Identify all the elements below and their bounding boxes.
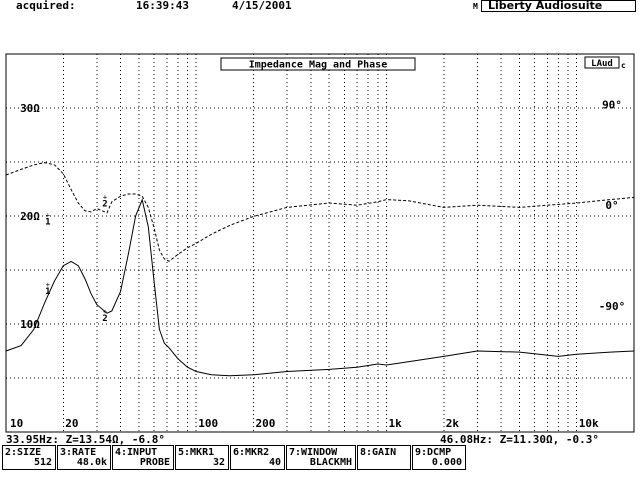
fkey-label: 7:WINDOW (289, 447, 338, 458)
fkey-value: 32 (212, 457, 225, 468)
x-tick-label: 200 (256, 417, 276, 430)
x-tick-label: 10 (10, 417, 23, 430)
fkey-value: 0.000 (431, 457, 462, 468)
status-marker-2: 46.08Hz: Z=11.30Ω, -0.3° (440, 433, 599, 446)
marker-sign: + (46, 211, 50, 219)
fkey-label: 9:DCMP (415, 447, 452, 458)
fkey-button[interactable]: 6:MKR2 40 (230, 445, 285, 470)
laud-logo: LAud c (584, 56, 626, 70)
fkey-label: 4:INPUT (115, 447, 158, 458)
brand-prefix: M (473, 2, 478, 11)
y-right-tick-label: -90° (599, 300, 626, 313)
fkey-value: 48.0k (76, 457, 107, 468)
fkey-button[interactable]: 5:MKR1 32 (175, 445, 229, 470)
fkey-label: 2:SIZE (5, 447, 42, 458)
marker-label: 1 (45, 217, 50, 227)
status-marker-1: 33.95Hz: Z=13.54Ω, -6.8° (6, 433, 165, 446)
logo-text: LAud (591, 59, 613, 69)
fkey-value: BLACKMH (309, 457, 352, 468)
brand-box: Liberty Audiosuite (481, 0, 636, 12)
x-tick-label: 10k (579, 417, 599, 430)
plot-frame (5, 53, 635, 433)
logo-suffix: c (621, 61, 626, 70)
acquired-date: 4/15/2001 (232, 0, 292, 12)
fkey-button[interactable]: 3:RATE 48.0k (57, 445, 111, 470)
chart-series (5, 162, 635, 377)
fkey-button[interactable]: 2:SIZE 512 (2, 445, 56, 470)
marker-sign: + (103, 308, 107, 316)
fkey-button[interactable]: 4:INPUT PROBE (112, 445, 174, 470)
brand-name: Liberty Audiosuite (488, 0, 603, 12)
marker-sign: + (46, 281, 50, 289)
marker-label: 2 (102, 314, 107, 324)
impedance-phase-line (5, 162, 635, 262)
fkey-label: 8:GAIN (360, 447, 397, 458)
fkey-button[interactable]: 8:GAIN (357, 445, 411, 470)
acquired-time: 16:39:43 (136, 0, 189, 12)
fkey-value: 512 (33, 457, 52, 468)
chart-grid (6, 54, 634, 432)
impedance-chart[interactable]: 1+1+2+2+ 10 20 100 200 1k 2k 10k30Ω20Ω10Ω90°0°… (0, 50, 640, 434)
y-right-tick-label: 0° (605, 199, 618, 212)
marker-label: 2 (102, 199, 107, 209)
fkey-button[interactable]: 7:WINDOW BLACKMH (286, 445, 356, 470)
chart-markers: 1+1+2+2+ (45, 193, 108, 324)
fkey-label: 6:MKR2 (233, 447, 270, 458)
marker-label: 1 (45, 287, 50, 297)
y-right-tick-label: 90° (602, 98, 622, 111)
y-left-tick-label: 20Ω (20, 210, 40, 223)
x-tick-label: 1k (388, 417, 402, 430)
x-tick-label: 100 (198, 417, 218, 430)
y-left-tick-label: 10Ω (20, 318, 40, 331)
chart-title-box: Impedance Mag and Phase (220, 57, 416, 71)
fkey-button[interactable]: 9:DCMP 0.000 (412, 445, 466, 470)
marker-sign: + (103, 193, 107, 201)
acquired-label: acquired: (16, 0, 76, 12)
y-left-tick-label: 30Ω (20, 102, 40, 115)
chart-labels: 10 20 100 200 1k 2k 10k 30Ω 20Ω 10Ω 90° 0° -90° (10, 98, 625, 430)
fkey-label: 3:RATE (60, 447, 97, 458)
fkey-value: PROBE (139, 457, 170, 468)
x-tick-label: 2k (446, 417, 460, 430)
impedance-magnitude-line (5, 198, 635, 377)
chart-title: Impedance Mag and Phase (249, 60, 387, 71)
fkey-label: 5:MKR1 (178, 447, 215, 458)
fkey-value: 40 (268, 457, 281, 468)
x-tick-label: 20 (65, 417, 78, 430)
